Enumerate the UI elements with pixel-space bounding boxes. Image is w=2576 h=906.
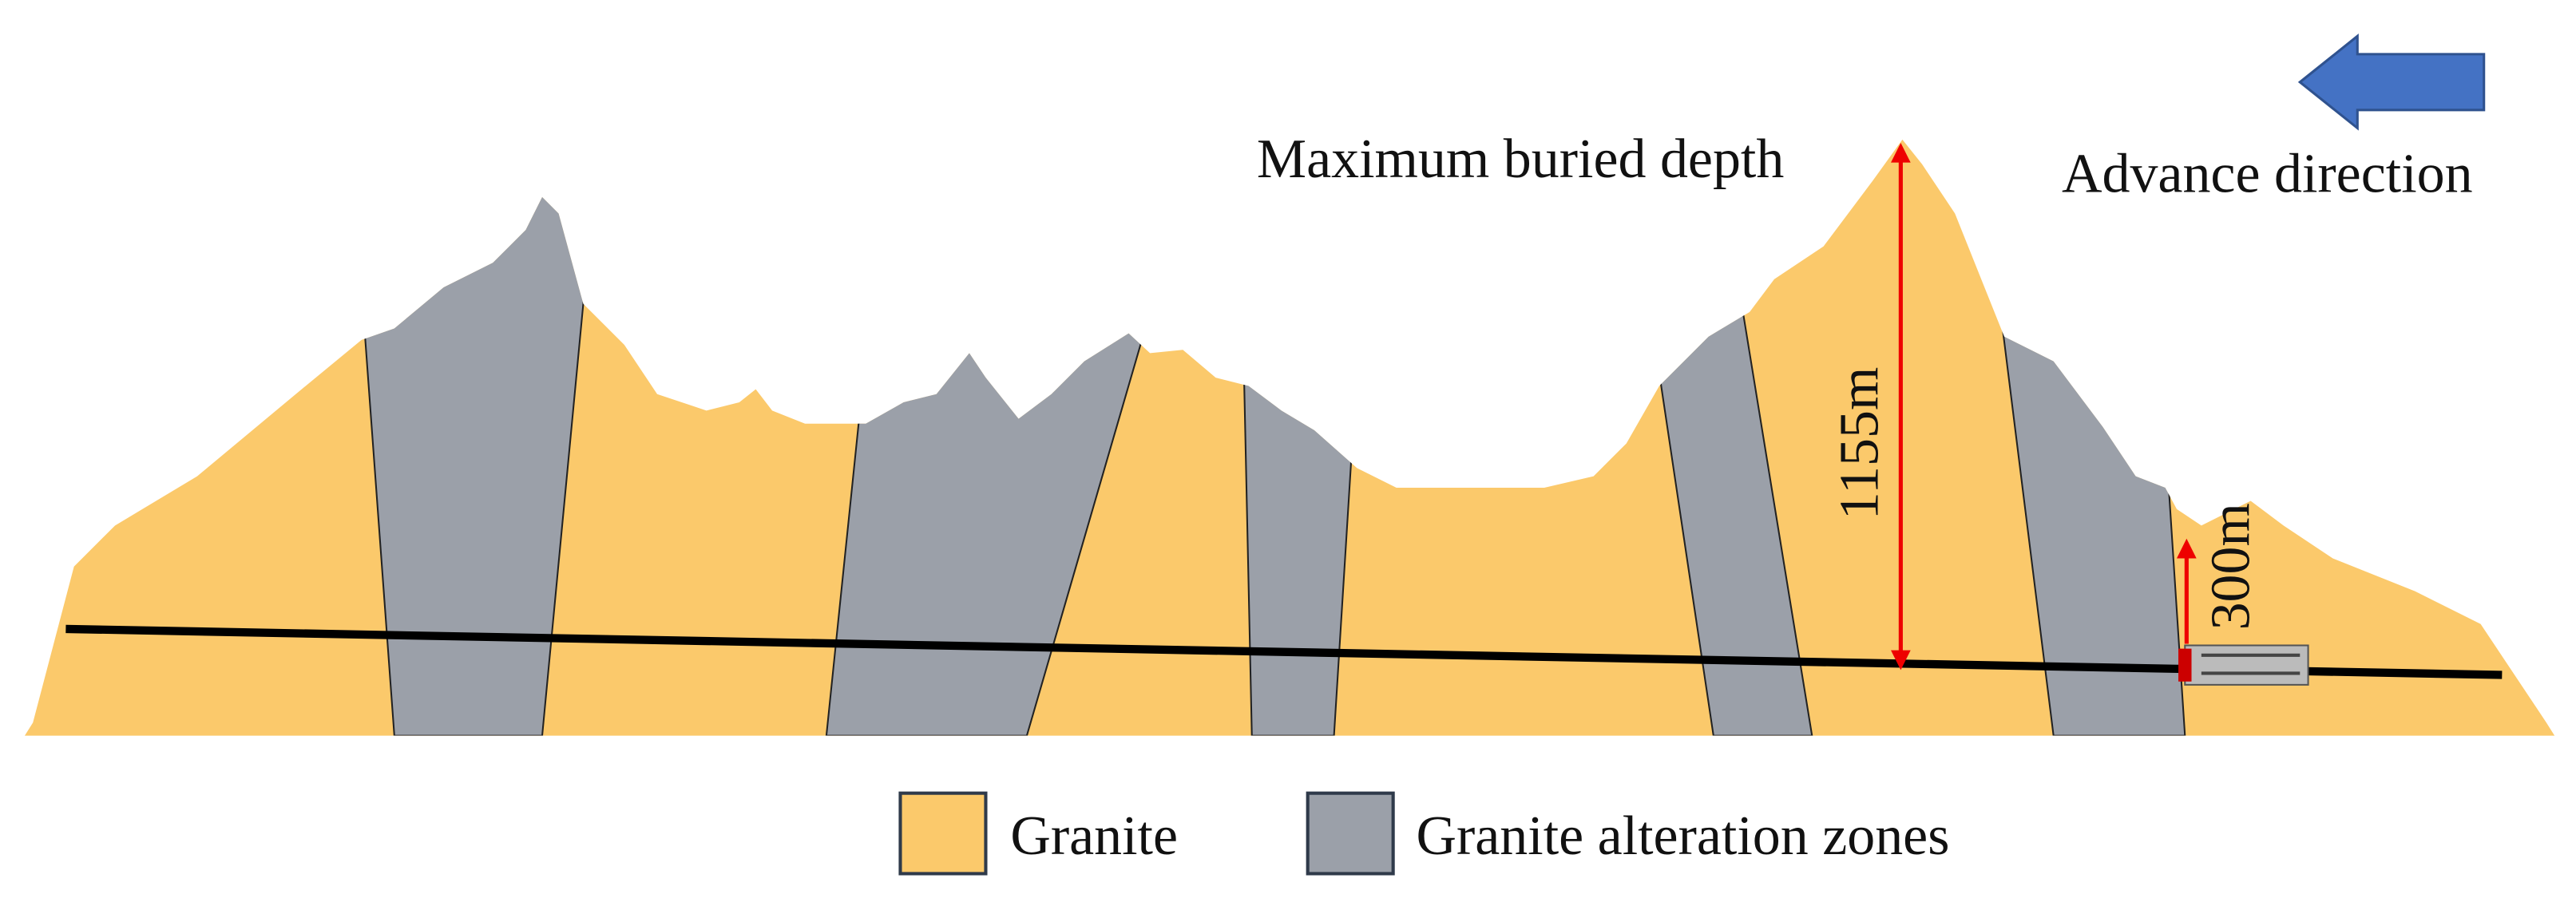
tunnel-line [65,624,2503,679]
tbm-body [2184,644,2309,686]
tbm-cutter [2178,648,2192,682]
arrow-head [1891,142,1911,163]
depth-arrow [1891,142,1911,671]
legend: Granite Granite alteration zones [898,791,1949,876]
legend-label: Granite alteration zones [1416,805,1949,867]
arrow-head [2176,538,2197,559]
portal-depth-value: 300m [2201,503,2262,630]
portal-depth-arrow [2176,538,2197,644]
tbm [2178,644,2309,686]
depth-value: 1155m [1829,367,1891,520]
direction-label: Advance direction [2062,144,2473,205]
legend-swatch [1306,791,1395,876]
legend-swatch [898,791,988,876]
direction-arrow [2297,34,2486,131]
arrow-head [1891,650,1911,671]
legend-label: Granite [1010,805,1178,867]
max-depth-label: Maximum buried depth [1257,129,1784,190]
